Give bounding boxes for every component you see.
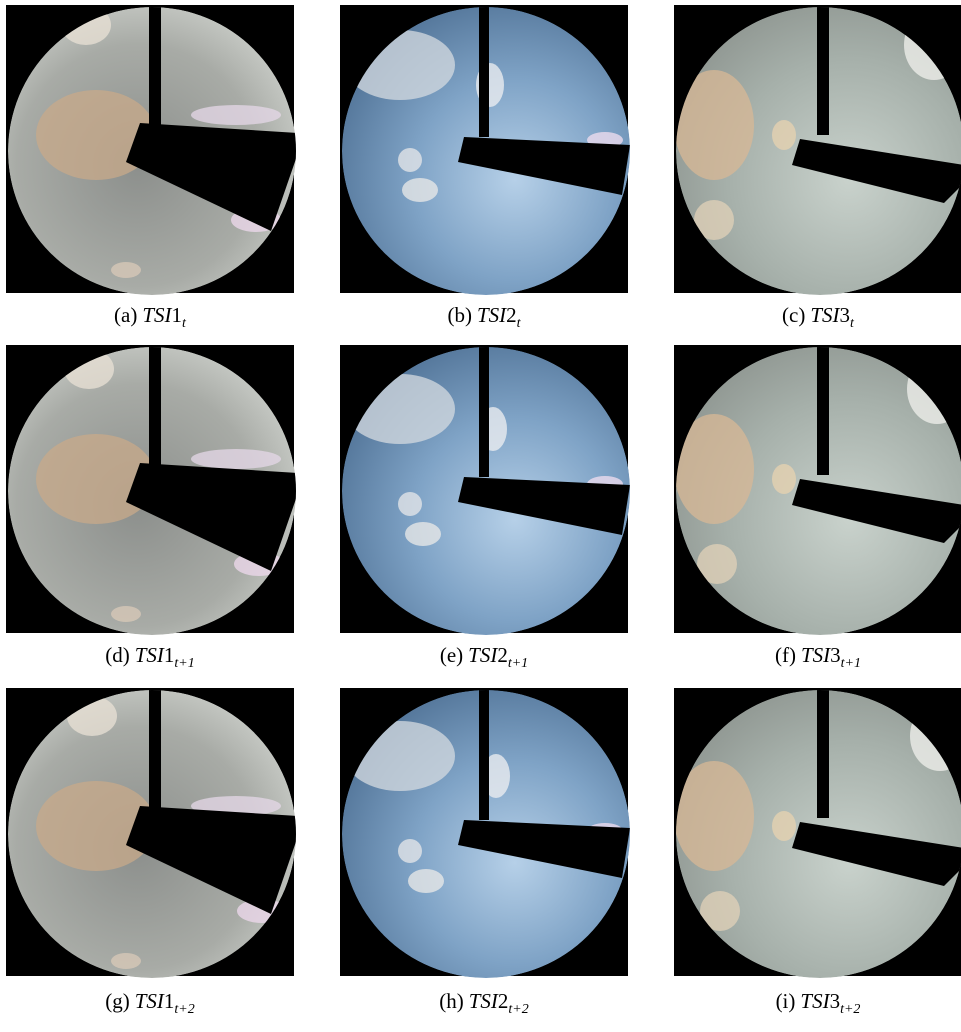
sky-dome <box>342 5 630 295</box>
caption-base: TSI <box>810 303 840 327</box>
cloud <box>111 606 141 622</box>
cloud <box>111 953 141 969</box>
caption-base: TSI <box>142 303 172 327</box>
shadow-band <box>817 5 829 135</box>
cloud <box>398 492 422 516</box>
caption-index: 1 <box>164 989 175 1013</box>
caption-label: (d) <box>105 643 130 667</box>
caption-label: (i) <box>776 989 796 1013</box>
cloud <box>398 148 422 172</box>
caption: (d)TSI1t+1 <box>105 643 195 671</box>
caption-base: TSI <box>801 643 831 667</box>
cloud <box>191 449 281 469</box>
caption-sub: t+1 <box>508 656 528 671</box>
shadow-band <box>149 688 161 820</box>
cloud <box>191 105 281 125</box>
caption-sub: t+2 <box>840 1002 860 1017</box>
caption-index: 3 <box>840 303 851 327</box>
caption: (e)TSI2t+1 <box>440 643 528 671</box>
cloud <box>408 869 444 893</box>
shadow-band <box>479 345 489 477</box>
cloud <box>772 464 796 494</box>
shadow-band <box>817 688 829 818</box>
caption: (f)TSI3t+1 <box>775 643 861 671</box>
caption: (b)TSI2t <box>447 303 521 331</box>
sky-image <box>340 345 630 635</box>
caption-base: TSI <box>800 989 830 1013</box>
sky-image <box>674 688 961 978</box>
sky-image <box>6 5 298 295</box>
caption: (a)TSI1t <box>114 303 187 331</box>
caption-sub: t <box>182 316 187 331</box>
caption: (h)TSI2t+2 <box>439 989 529 1017</box>
sky-image <box>340 5 630 295</box>
caption-sub: t+2 <box>174 1002 194 1017</box>
shadow-band <box>479 688 489 820</box>
caption-sub: t+1 <box>841 656 861 671</box>
caption: (i)TSI3t+2 <box>776 989 861 1017</box>
caption-sub: t+2 <box>508 1002 528 1017</box>
cloud <box>405 522 441 546</box>
caption-label: (h) <box>439 989 464 1013</box>
shadow-band <box>479 5 489 137</box>
figure: (a)TSI1t(b)TSI2t(c)TSI3t(d)TSI1t+1(e)TSI… <box>0 0 961 1032</box>
caption-sub: t <box>517 316 522 331</box>
cloud <box>772 811 796 841</box>
caption-sub: t <box>850 316 855 331</box>
caption-base: TSI <box>135 643 165 667</box>
cloud <box>402 178 438 202</box>
caption: (c)TSI3t <box>782 303 855 331</box>
caption-label: (a) <box>114 303 137 327</box>
sky-image <box>674 5 961 295</box>
caption-label: (f) <box>775 643 796 667</box>
caption-label: (g) <box>105 989 130 1013</box>
caption-index: 3 <box>830 989 841 1013</box>
caption-index: 3 <box>830 643 841 667</box>
shadow-band <box>817 345 829 475</box>
caption-index: 1 <box>172 303 183 327</box>
cloud <box>772 120 796 150</box>
shadow-band <box>149 345 161 477</box>
caption-label: (e) <box>440 643 463 667</box>
caption-label: (c) <box>782 303 805 327</box>
caption-index: 2 <box>497 643 508 667</box>
sky-image <box>6 345 298 635</box>
sky-image <box>674 345 961 635</box>
caption-base: TSI <box>135 989 165 1013</box>
caption-base: TSI <box>477 303 507 327</box>
sky-image <box>340 688 630 978</box>
caption-index: 1 <box>164 643 175 667</box>
caption-index: 2 <box>498 989 509 1013</box>
caption-label: (b) <box>447 303 472 327</box>
shadow-band <box>149 5 161 137</box>
sky-dome <box>342 345 630 635</box>
sky-image <box>6 688 298 978</box>
cloud <box>111 262 141 278</box>
caption-index: 2 <box>506 303 517 327</box>
sky-dome <box>342 688 630 978</box>
caption-base: TSI <box>468 643 498 667</box>
cloud <box>398 839 422 863</box>
caption: (g)TSI1t+2 <box>105 989 195 1017</box>
caption-sub: t+1 <box>174 656 194 671</box>
caption-base: TSI <box>469 989 499 1013</box>
